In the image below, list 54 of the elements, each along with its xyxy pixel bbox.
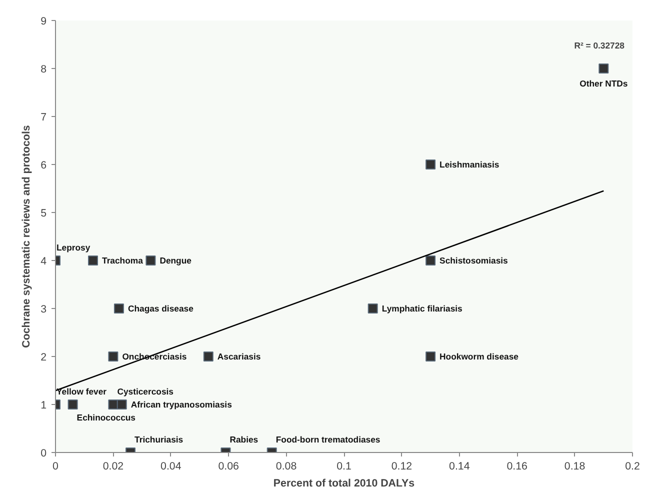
y-tick-label: 5 bbox=[40, 208, 47, 220]
point bbox=[146, 256, 156, 266]
x-tick-label: 0.04 bbox=[160, 460, 182, 472]
annotation: African trypanosomiasis bbox=[130, 400, 232, 410]
y-tick-label: 7 bbox=[40, 112, 47, 124]
annotation: Food-born trematodiases bbox=[276, 434, 380, 444]
x-tick-label: 0.18 bbox=[564, 460, 586, 472]
point bbox=[426, 256, 436, 266]
annotation: Ascariasis bbox=[217, 352, 261, 362]
annotation: Schistosomiasis bbox=[440, 256, 508, 266]
x-tick-label: 0.1 bbox=[336, 460, 352, 472]
point bbox=[426, 160, 436, 170]
annotation: Chagas disease bbox=[128, 304, 194, 314]
point bbox=[108, 400, 118, 410]
y-tick-label: 8 bbox=[40, 64, 47, 76]
x-tick-label: 0.06 bbox=[218, 460, 240, 472]
annotation: Rabies bbox=[230, 434, 258, 444]
y-tick-label: 3 bbox=[40, 304, 47, 316]
point bbox=[598, 64, 609, 74]
x-tick-label: 0.12 bbox=[391, 460, 412, 472]
annotation: Other NTDs bbox=[580, 78, 628, 88]
point bbox=[116, 400, 127, 410]
annotation: Leishmaniasis bbox=[440, 160, 500, 170]
annotation: Echinococcus bbox=[76, 412, 136, 422]
y-tick-label: 9 bbox=[40, 16, 47, 28]
annotation: Trachoma bbox=[102, 256, 144, 266]
x-tick-label: 0.02 bbox=[102, 460, 124, 472]
point bbox=[426, 352, 436, 362]
x-axis-title: Percent of total 2010 DALYs bbox=[273, 478, 415, 490]
y-tick-label: 4 bbox=[40, 256, 47, 268]
point bbox=[88, 256, 98, 266]
annotation: Yellow fever bbox=[56, 386, 108, 396]
x-tick-label: 0.2 bbox=[625, 460, 640, 472]
point bbox=[114, 304, 124, 314]
annotation: Cysticercosis bbox=[117, 386, 174, 396]
annotation: Trichuriasis bbox=[134, 434, 184, 444]
point bbox=[68, 400, 78, 410]
y-axis-title: Cochrane systematic reviews and protocols bbox=[20, 125, 33, 348]
x-tick-label: 0.16 bbox=[506, 460, 528, 472]
y-tick-label: 2 bbox=[40, 352, 47, 364]
x-tick-label: 0 bbox=[52, 460, 59, 472]
point bbox=[368, 304, 378, 314]
annotation: Hookworm disease bbox=[440, 352, 519, 362]
annotation: R² = 0.32728 bbox=[574, 40, 625, 50]
x-tick-label: 0.08 bbox=[276, 460, 297, 472]
annotation: Lymphatic filariasis bbox=[382, 304, 463, 314]
point bbox=[203, 352, 214, 362]
x-tick-label: 0.14 bbox=[449, 460, 470, 472]
point bbox=[108, 352, 118, 362]
annotation: Dengue bbox=[160, 256, 192, 266]
y-tick-label: 1 bbox=[40, 400, 47, 412]
annotation: Leprosy bbox=[56, 242, 90, 252]
y-tick-label: 0 bbox=[40, 448, 47, 460]
y-tick-label: 6 bbox=[40, 160, 47, 172]
